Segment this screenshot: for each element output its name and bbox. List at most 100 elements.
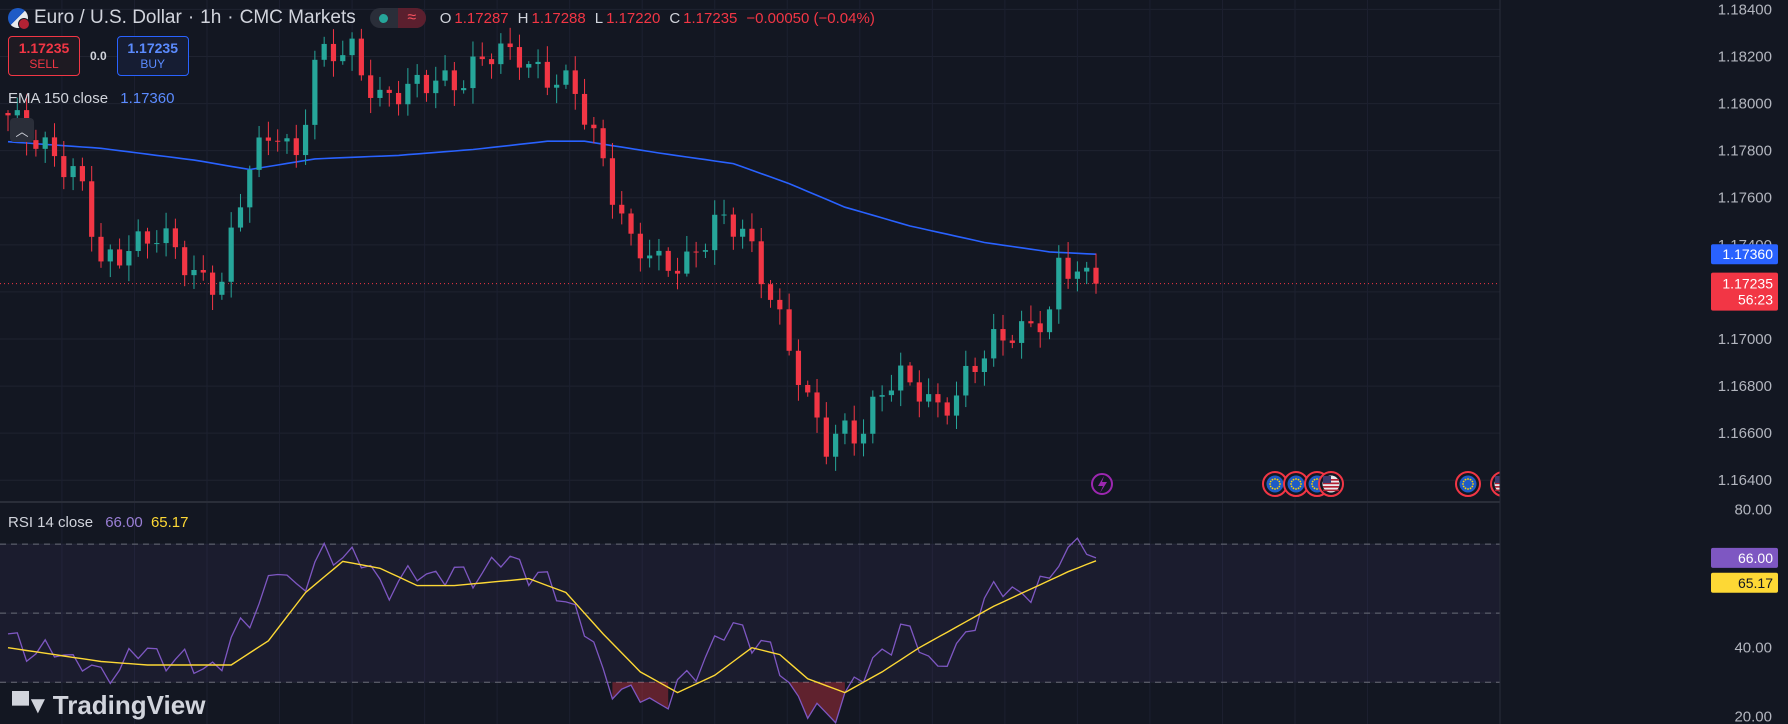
candle[interactable] <box>851 420 857 444</box>
candle[interactable] <box>461 88 467 91</box>
candle[interactable] <box>647 255 653 259</box>
candle[interactable] <box>5 112 11 116</box>
candle[interactable] <box>554 84 560 88</box>
candle[interactable] <box>591 124 597 129</box>
candle[interactable] <box>805 384 811 393</box>
ema-price-tag[interactable]: 1.17360 <box>1711 244 1778 265</box>
candle[interactable] <box>470 56 476 89</box>
candle[interactable] <box>89 181 95 237</box>
eu-flag-icon[interactable] <box>1455 471 1481 497</box>
candle[interactable] <box>637 233 643 259</box>
candle[interactable] <box>1056 257 1062 310</box>
candle[interactable] <box>730 214 736 237</box>
candle[interactable] <box>70 166 76 178</box>
sell-button[interactable]: 1.17235 SELL <box>8 36 80 76</box>
candle[interactable] <box>98 236 104 262</box>
candle[interactable] <box>414 74 420 84</box>
market-open-dot-icon[interactable]: open <box>370 8 398 28</box>
candle[interactable] <box>275 140 281 142</box>
candle[interactable] <box>833 433 839 457</box>
buy-button[interactable]: 1.17235 BUY <box>116 36 189 76</box>
candles-layer[interactable] <box>5 27 1099 471</box>
candle[interactable] <box>526 64 532 68</box>
candle[interactable] <box>981 358 988 372</box>
candle[interactable] <box>898 365 904 391</box>
candle[interactable] <box>712 214 718 251</box>
market-status-pills[interactable]: open ≈ <box>369 8 426 28</box>
candle[interactable] <box>786 309 792 351</box>
candle[interactable] <box>944 402 950 416</box>
candle[interactable] <box>860 433 867 444</box>
candle[interactable] <box>126 251 132 266</box>
candle[interactable] <box>498 43 504 65</box>
candle[interactable] <box>33 140 39 149</box>
candle[interactable] <box>358 38 364 76</box>
earnings-lightning-icon[interactable] <box>1091 473 1113 495</box>
candle[interactable] <box>665 250 671 271</box>
candle[interactable] <box>42 137 48 149</box>
candle[interactable] <box>684 251 690 274</box>
candle[interactable] <box>935 394 941 403</box>
candle[interactable] <box>1093 267 1099 284</box>
candle[interactable] <box>628 213 634 234</box>
eu-flag-icon[interactable] <box>1283 471 1309 497</box>
candle[interactable] <box>740 228 746 237</box>
candle[interactable] <box>1019 321 1025 343</box>
candle[interactable] <box>963 365 969 396</box>
candle[interactable] <box>814 392 820 418</box>
tradingview-logo[interactable]: ▀▼ TradingView <box>12 690 205 721</box>
candle[interactable] <box>256 137 262 170</box>
candle[interactable] <box>442 70 448 81</box>
candle[interactable] <box>656 250 662 256</box>
candle[interactable] <box>870 396 876 434</box>
candle[interactable] <box>405 83 411 105</box>
symbol-name[interactable]: Euro / U.S. Dollar <box>34 7 182 28</box>
candle[interactable] <box>1084 267 1090 272</box>
collapse-legend-button[interactable]: ︿ <box>10 118 34 142</box>
candle[interactable] <box>600 128 606 159</box>
candle[interactable] <box>572 70 578 94</box>
candle[interactable] <box>154 243 160 245</box>
candle[interactable] <box>330 43 337 62</box>
candle[interactable] <box>767 284 774 300</box>
ema-legend[interactable]: EMA 150 close 1.17360 <box>8 90 174 107</box>
candle[interactable] <box>1046 309 1053 333</box>
candle[interactable] <box>321 43 327 60</box>
candle[interactable] <box>302 124 309 156</box>
candle[interactable] <box>619 204 625 214</box>
rsi-value-tag[interactable]: 66.00 <box>1711 547 1778 568</box>
candle[interactable] <box>507 43 513 48</box>
candle[interactable] <box>51 137 58 157</box>
candle[interactable] <box>674 270 681 274</box>
candle[interactable] <box>340 55 346 62</box>
candle[interactable] <box>1065 257 1071 279</box>
candle[interactable] <box>14 110 20 116</box>
candle[interactable] <box>563 70 569 85</box>
candle[interactable] <box>368 75 374 98</box>
candle[interactable] <box>907 365 913 383</box>
interval-label[interactable]: 1h <box>200 7 222 28</box>
candle[interactable] <box>777 299 783 310</box>
candle[interactable] <box>200 270 206 273</box>
price-axis[interactable]: 1.184001.182001.180001.178001.176001.174… <box>1499 0 1788 724</box>
candle[interactable] <box>191 270 197 276</box>
candle[interactable] <box>749 228 755 242</box>
candle[interactable] <box>116 249 123 266</box>
candle[interactable] <box>544 61 550 88</box>
candle[interactable] <box>842 420 848 434</box>
candle[interactable] <box>144 231 151 244</box>
candle[interactable] <box>581 93 588 125</box>
candle[interactable] <box>247 169 253 208</box>
candle[interactable] <box>888 390 895 396</box>
candle[interactable] <box>163 228 169 244</box>
candle[interactable] <box>1074 271 1081 279</box>
candle[interactable] <box>488 59 495 65</box>
candle[interactable] <box>1037 323 1043 333</box>
candle[interactable] <box>721 214 727 216</box>
candle[interactable] <box>1009 340 1015 343</box>
candle[interactable] <box>433 80 439 94</box>
candle[interactable] <box>916 382 922 402</box>
candle[interactable] <box>479 56 485 60</box>
